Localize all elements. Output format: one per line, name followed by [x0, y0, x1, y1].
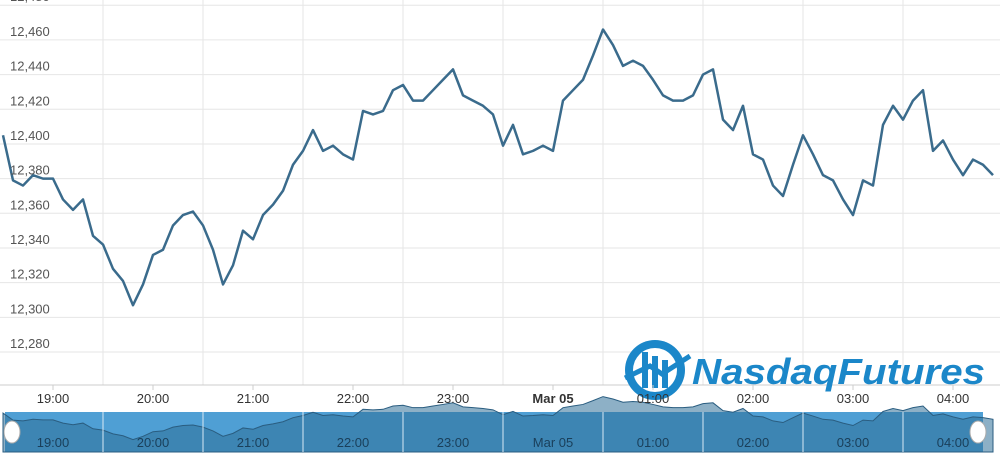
- y-tick-label: 12,300: [10, 301, 50, 316]
- navigator-label: 02:00: [737, 435, 770, 450]
- navigator-label: 23:00: [437, 435, 470, 450]
- y-tick-label: 12,360: [10, 197, 50, 212]
- x-tick-label: 21:00: [237, 391, 270, 406]
- navigator-label: 21:00: [237, 435, 270, 450]
- line-series: [1, 28, 994, 307]
- y-tick-label: 12,460: [10, 24, 50, 39]
- x-tick-label: 23:00: [437, 391, 470, 406]
- navigator-label: Mar 05: [533, 435, 573, 450]
- navigator-label: 03:00: [837, 435, 870, 450]
- x-tick-label: 02:00: [737, 391, 770, 406]
- x-tick-label: 03:00: [837, 391, 870, 406]
- y-tick-label: 12,340: [10, 232, 50, 247]
- y-tick-label: 12,380: [10, 163, 50, 178]
- x-tick-label: 19:00: [37, 391, 70, 406]
- navigator-handle[interactable]: [969, 420, 987, 444]
- navigator-label: 20:00: [137, 435, 170, 450]
- x-tick-label: 04:00: [937, 391, 970, 406]
- y-tick-label: 12,280: [10, 336, 50, 351]
- x-tick-label: 01:00: [637, 391, 670, 406]
- navigator-label: 22:00: [337, 435, 370, 450]
- navigator-series: [2, 396, 994, 453]
- watermark-logo: [623, 340, 692, 400]
- navigator-label: 01:00: [637, 435, 670, 450]
- navigator-handle[interactable]: [3, 420, 21, 444]
- navigator-label: 19:00: [37, 435, 70, 450]
- y-tick-label: 12,320: [10, 267, 50, 282]
- y-tick-label: 12,480: [10, 0, 50, 4]
- x-tick-label: 20:00: [137, 391, 170, 406]
- watermark: NasdaqFutures: [692, 351, 985, 392]
- x-tick-label: Mar 05: [532, 391, 573, 406]
- y-tick-label: 12,420: [10, 93, 50, 108]
- y-tick-label: 12,440: [10, 59, 50, 74]
- y-tick-label: 12,400: [10, 128, 50, 143]
- x-tick-label: 22:00: [337, 391, 370, 406]
- navigator-label: 04:00: [937, 435, 970, 450]
